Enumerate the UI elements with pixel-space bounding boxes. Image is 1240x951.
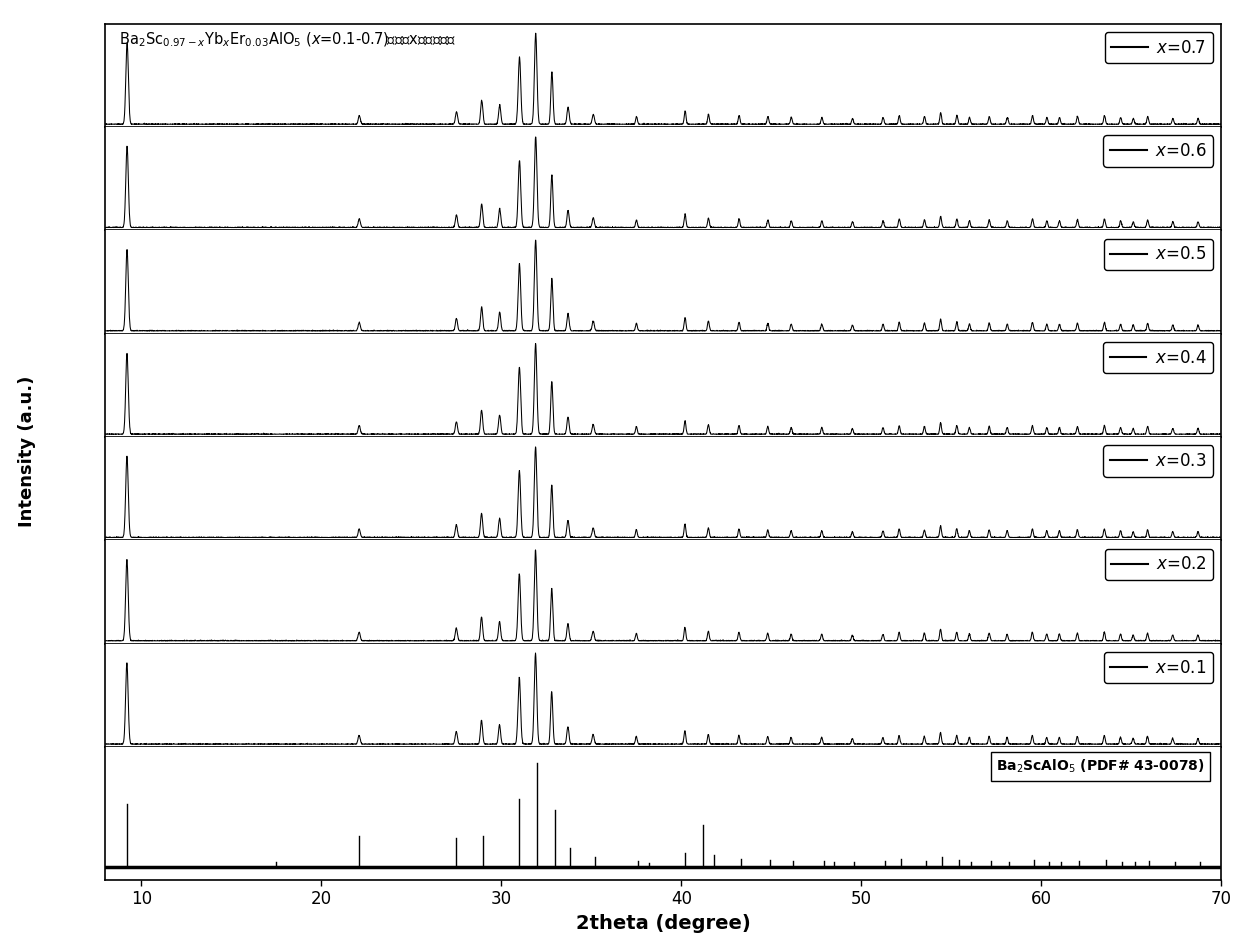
- Text: Ba$_2$Sc$_{0.97-x}$Yb$_x$Er$_{0.03}$AlO$_5$ ($x$=0.1-0.7)系列的x射线衔射谱: Ba$_2$Sc$_{0.97-x}$Yb$_x$Er$_{0.03}$AlO$…: [119, 31, 456, 49]
- Text: Ba$_2$ScAlO$_5$ (PDF# 43-0078): Ba$_2$ScAlO$_5$ (PDF# 43-0078): [996, 758, 1205, 775]
- Legend: $x$=0.2: $x$=0.2: [1105, 549, 1213, 580]
- Text: Intensity (a.u.): Intensity (a.u.): [19, 376, 36, 528]
- Legend: $x$=0.6: $x$=0.6: [1104, 135, 1213, 166]
- Legend: $x$=0.7: $x$=0.7: [1105, 32, 1213, 64]
- X-axis label: 2theta (degree): 2theta (degree): [577, 914, 750, 933]
- Legend: $x$=0.5: $x$=0.5: [1104, 239, 1213, 270]
- Legend: $x$=0.4: $x$=0.4: [1104, 342, 1213, 374]
- Legend: $x$=0.1: $x$=0.1: [1104, 652, 1213, 684]
- Legend: $x$=0.3: $x$=0.3: [1104, 445, 1213, 476]
